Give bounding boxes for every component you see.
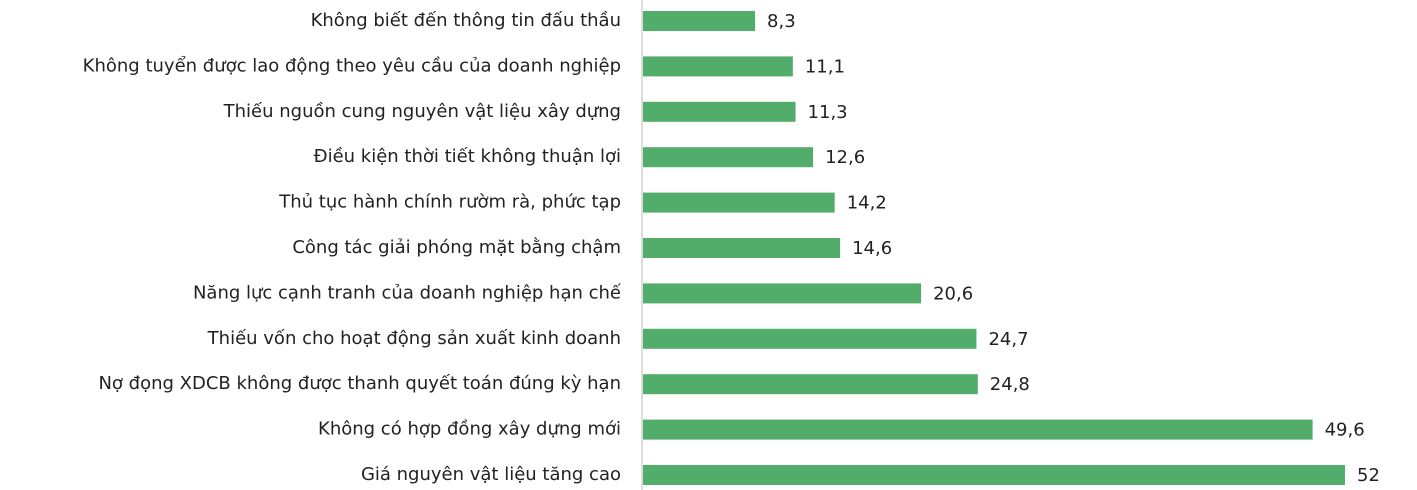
bar — [643, 56, 793, 77]
category-label: Điều kiện thời tiết không thuận lợi — [314, 146, 621, 167]
category-label: Không có hợp đồng xây dựng mới — [318, 419, 621, 440]
category-label: Thiếu vốn cho hoạt động sản xuất kinh do… — [207, 328, 621, 349]
category-label: Không biết đến thông tin đấu thầu — [311, 10, 621, 31]
category-label: Thủ tục hành chính rườm rà, phức tạp — [278, 192, 621, 213]
value-label: 49,6 — [1325, 420, 1365, 441]
bar — [643, 328, 977, 349]
category-label: Không tuyển được lao động theo yêu cầu c… — [83, 55, 621, 76]
value-label: 11,3 — [808, 102, 848, 123]
bar — [643, 238, 841, 258]
value-label: 12,6 — [825, 147, 865, 168]
bar — [643, 465, 1345, 485]
value-label: 20,6 — [933, 283, 973, 304]
bar — [643, 11, 756, 31]
value-label: 11,1 — [805, 56, 845, 77]
bar — [643, 192, 835, 213]
value-label: 24,7 — [988, 329, 1028, 350]
value-label: 14,2 — [847, 193, 887, 214]
category-label: Thiếu nguồn cung nguyên vật liệu xây dựn… — [223, 101, 621, 122]
value-label: 8,3 — [767, 11, 796, 32]
category-label: Giá nguyên vật liệu tăng cao — [361, 464, 621, 485]
bar — [643, 147, 814, 168]
value-label: 24,8 — [990, 374, 1030, 395]
bar — [643, 283, 922, 304]
bar — [643, 374, 978, 395]
category-label: Năng lực cạnh tranh của doanh nghiệp hạn… — [193, 282, 622, 303]
category-label: Công tác giải phóng mặt bằng chậm — [292, 237, 621, 258]
bar — [643, 101, 796, 122]
value-label: 52 — [1357, 465, 1380, 486]
bar — [643, 419, 1313, 440]
category-label: Nợ đọng XDCB không được thanh quyết toán… — [98, 373, 621, 394]
value-label: 14,6 — [852, 238, 892, 259]
